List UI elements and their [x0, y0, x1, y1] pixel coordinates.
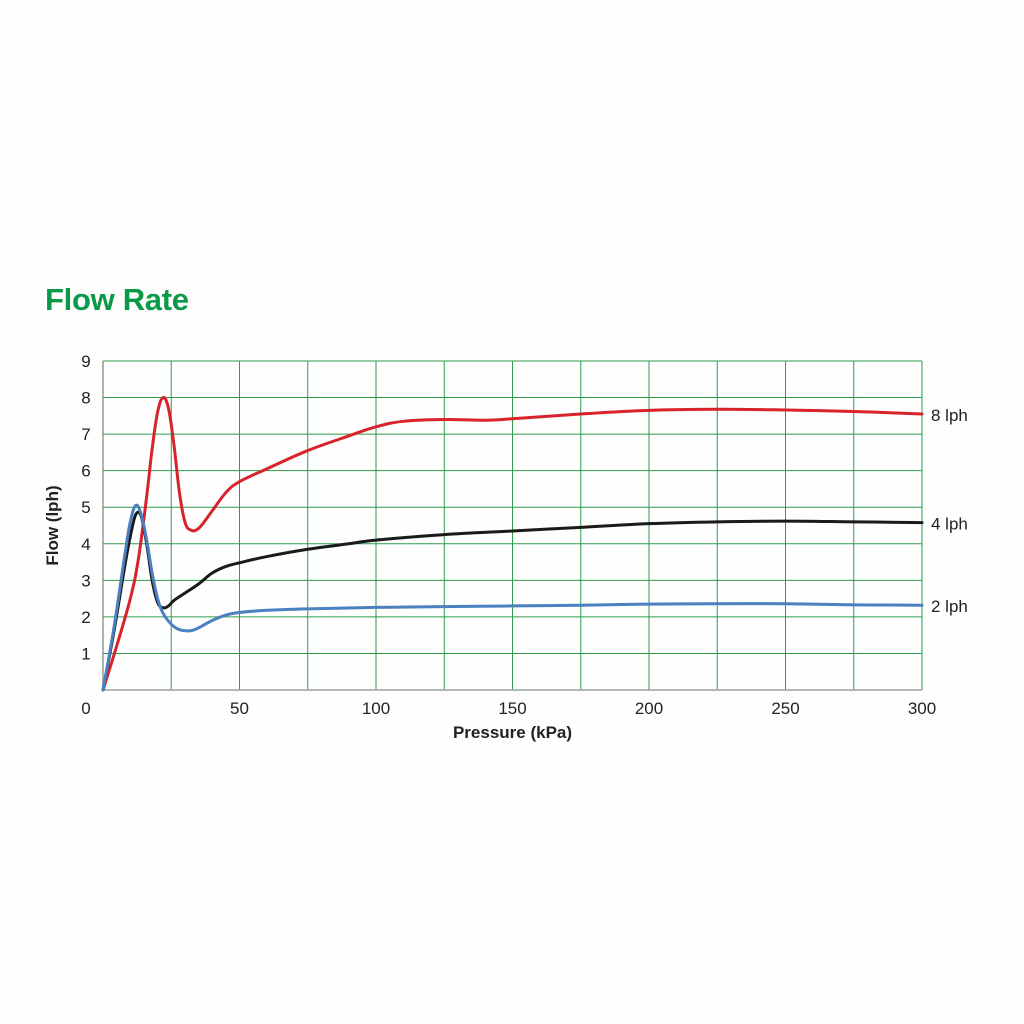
y-tick-label: 4 [81, 535, 90, 554]
y-tick-label: 2 [81, 608, 90, 627]
series-lines [101, 395, 924, 692]
x-tick-label: 300 [908, 699, 936, 718]
y-tick-label: 6 [81, 462, 90, 481]
y-tick-label: 8 [81, 389, 90, 408]
y-tick-label: 5 [81, 498, 90, 517]
series-labels: 8 lph 4 lph 2 lph [931, 406, 968, 616]
series-line-8-lph [101, 395, 924, 692]
grid [102, 360, 923, 691]
x-tick-label: 200 [635, 699, 663, 718]
y-axis-label: Flow (lph) [43, 485, 62, 565]
series-label-2-lph: 2 lph [931, 597, 968, 616]
y-tick-label: 1 [81, 644, 90, 663]
x-tick-label: 50 [230, 699, 249, 718]
series-label-8-lph: 8 lph [931, 406, 968, 425]
series-line-2-lph [101, 503, 924, 692]
y-tick-label: 3 [81, 571, 90, 590]
x-tick-label: 250 [771, 699, 799, 718]
x-tick-label: 150 [498, 699, 526, 718]
x-axis-label: Pressure (kPa) [453, 723, 572, 742]
tick-labels: 0 50 100 150 200 250 300 1 2 3 4 5 6 7 8 9 [81, 352, 936, 718]
x-tick-label: 100 [362, 699, 390, 718]
y-tick-label: 9 [81, 352, 90, 371]
chart-title: Flow Rate [45, 282, 189, 317]
y-tick-label: 7 [81, 425, 90, 444]
x-tick-label: 0 [81, 699, 90, 718]
series-label-4-lph: 4 lph [931, 515, 968, 534]
